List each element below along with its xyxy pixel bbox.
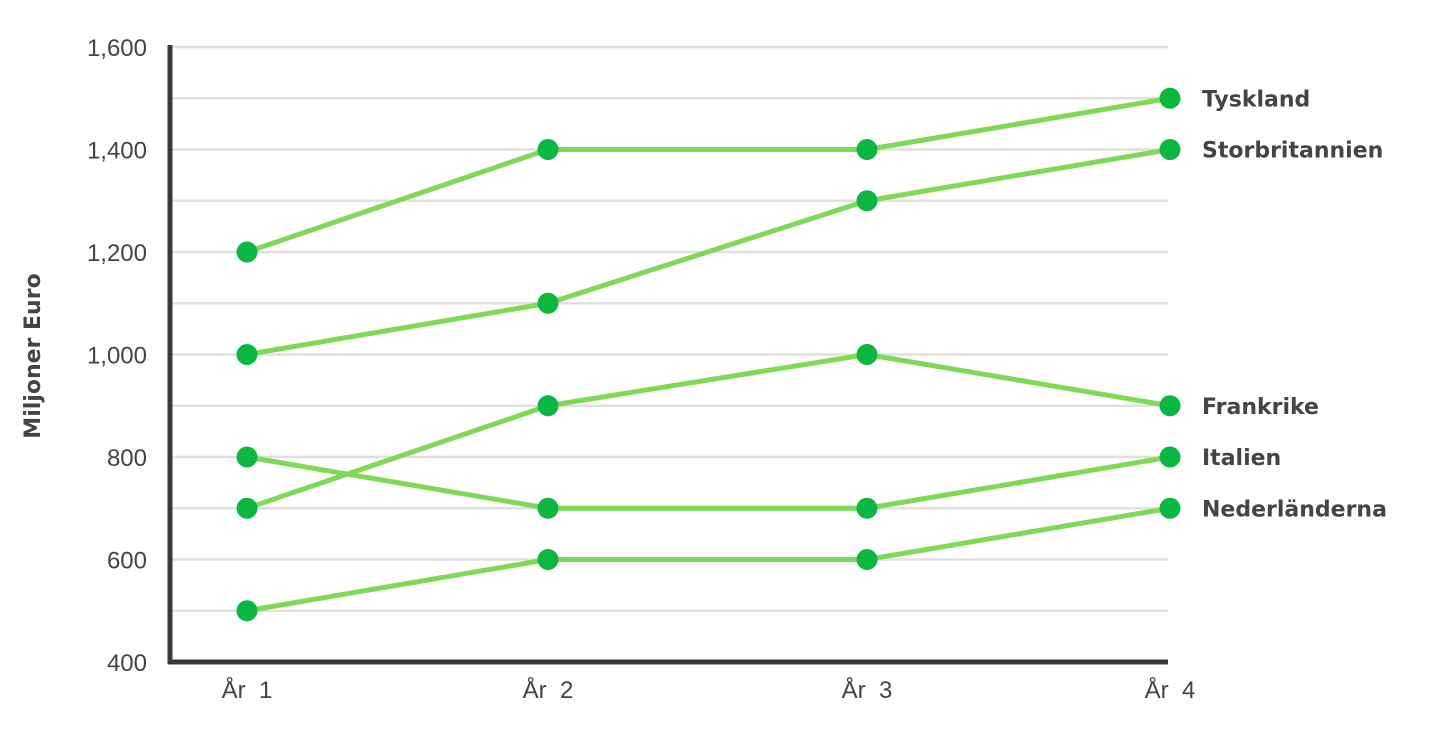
data-point [537,395,559,417]
y-axis-title: Miljoner Euro [21,273,46,438]
data-point [856,139,878,160]
series-label: Italien [1202,446,1281,471]
data-point [236,241,258,263]
y-tick-label: 600 [107,548,147,575]
data-point [856,549,878,570]
data-point [537,139,559,160]
y-tick-label: 1,400 [87,138,147,165]
axes [167,45,1168,665]
x-tick-label: År 2 [523,676,574,704]
x-tick-label: År 3 [842,676,893,704]
data-point [236,344,258,365]
x-tick-label: År 4 [1145,676,1196,704]
series-line [244,352,1173,511]
data-point [1159,139,1181,160]
data-point [236,600,258,622]
data-point [537,549,559,570]
y-tick-label: 800 [107,445,147,472]
data-point [856,190,878,212]
series-line [244,505,1173,614]
data-point [1159,497,1181,519]
y-tick-labels: 400 600 800 1,000 1,200 1,400 1,600 [87,35,147,677]
series-label: Tyskland [1202,87,1310,112]
series-label: Frankrike [1202,395,1319,420]
series-markers [236,87,1181,622]
series-line [244,95,1173,255]
data-point [537,292,559,314]
data-point [856,344,878,365]
series-labels: Tyskland Storbritannien Frankrike Italien Ne… [1202,87,1387,522]
grid-lines [170,45,1168,612]
y-tick-label: 1,200 [87,240,147,267]
series-lines [244,95,1173,614]
data-point [537,497,559,519]
series-line [244,454,1173,511]
series-label: Storbritannien [1202,139,1383,164]
data-point [1159,395,1181,417]
data-point [236,446,258,468]
series-line [244,147,1173,357]
y-tick-label: 1,600 [87,35,147,62]
data-point [236,497,258,519]
x-tick-labels: År 1 År 2 År 3 År 4 [222,676,1196,704]
series-label: Nederländerna [1202,497,1387,522]
x-tick-label: År 1 [222,676,273,704]
y-tick-label: 1,000 [87,343,147,370]
y-tick-label: 400 [107,650,147,677]
data-point [1159,87,1181,109]
data-point [1159,446,1181,468]
data-point [856,497,878,519]
